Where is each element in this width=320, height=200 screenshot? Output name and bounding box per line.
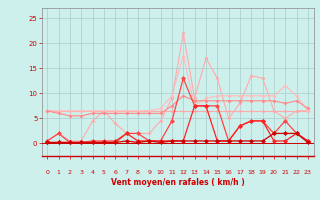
- X-axis label: Vent moyen/en rafales ( km/h ): Vent moyen/en rafales ( km/h ): [111, 178, 244, 187]
